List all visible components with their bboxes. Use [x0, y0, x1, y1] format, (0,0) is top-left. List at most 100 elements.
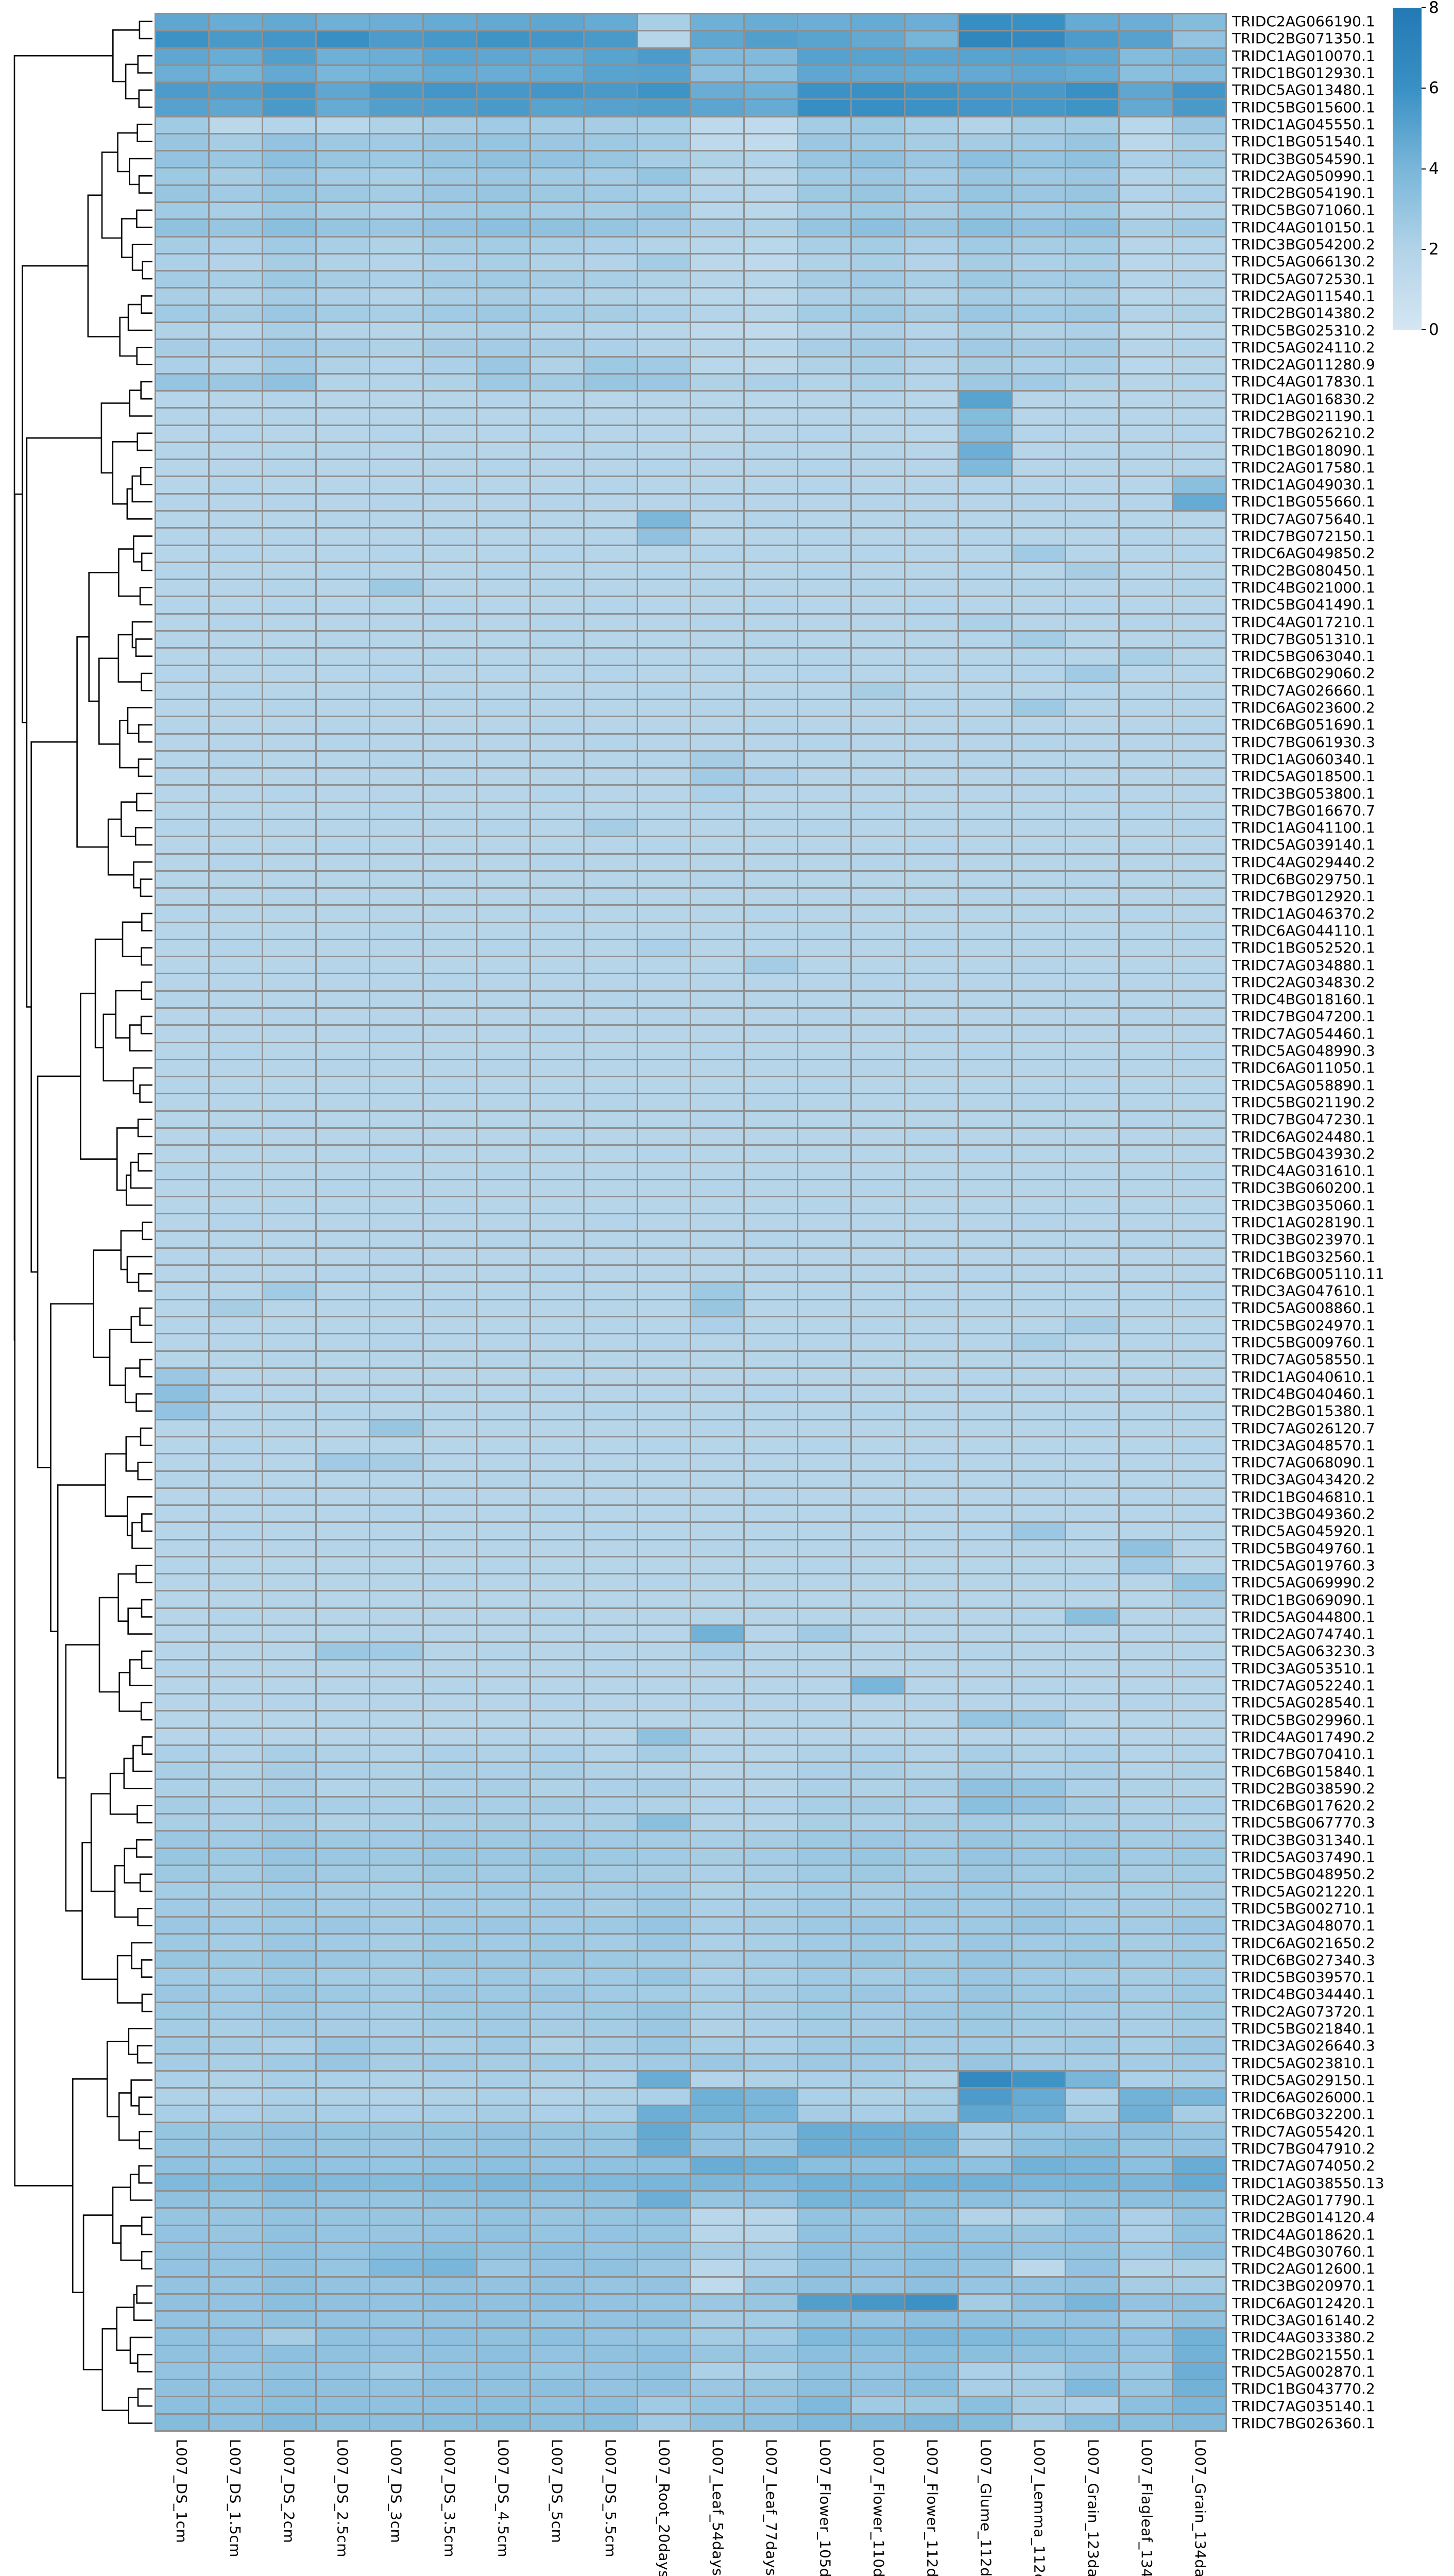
heatmap-cell [798, 2346, 851, 2362]
heatmap-cell [905, 2243, 958, 2259]
heatmap-cell [477, 1163, 529, 1179]
heatmap-cell [316, 1454, 369, 1470]
heatmap-cell [531, 1488, 583, 1505]
heatmap-cell [316, 700, 369, 716]
heatmap-cell [798, 769, 851, 785]
heatmap-cell [905, 2054, 958, 2071]
heatmap-cell [798, 2329, 851, 2345]
heatmap-cell [531, 117, 583, 133]
heatmap-cell [959, 666, 1012, 682]
heatmap-cell [905, 1009, 958, 1025]
heatmap-cell [798, 1351, 851, 1367]
heatmap-cell [1120, 1488, 1172, 1505]
heatmap-cell [638, 1815, 690, 1831]
row-label: TRIDC7AG026660.1 [1232, 682, 1375, 699]
heatmap-cell [1013, 1969, 1065, 1985]
heatmap-cell [959, 1111, 1012, 1127]
heatmap-cell [745, 1043, 797, 1059]
heatmap-cell [584, 117, 637, 133]
heatmap-cell [691, 2003, 744, 2019]
heatmap-cell [691, 1969, 744, 1985]
heatmap-cell [477, 1866, 529, 1882]
heatmap-cell [1173, 31, 1225, 47]
heatmap-cell [370, 871, 422, 888]
heatmap-cell [852, 580, 904, 596]
heatmap-cell [584, 871, 637, 888]
heatmap-cell [584, 1694, 637, 1710]
heatmap-cell [209, 272, 262, 287]
heatmap-cell [745, 1917, 797, 1933]
heatmap-cell [1120, 512, 1172, 528]
heatmap-cell [156, 2174, 208, 2191]
heatmap-cell [1173, 2380, 1225, 2396]
heatmap-cell [1120, 1420, 1172, 1436]
heatmap-cell [959, 220, 1012, 236]
heatmap-cell [852, 751, 904, 768]
heatmap-cell [1173, 1711, 1225, 1727]
heatmap-cell [852, 1694, 904, 1710]
heatmap-cell [691, 700, 744, 716]
heatmap-cell [423, 1231, 476, 1247]
heatmap-cell [959, 2003, 1012, 2019]
heatmap-cell [209, 563, 262, 579]
heatmap-cell [1120, 1351, 1172, 1367]
heatmap-cell [1173, 1283, 1225, 1299]
heatmap-cell [798, 1849, 851, 1865]
heatmap-cell [905, 409, 958, 425]
heatmap-cell [263, 65, 315, 82]
heatmap-cell [745, 837, 797, 853]
heatmap-cell [959, 1386, 1012, 1402]
heatmap-cell [959, 906, 1012, 922]
heatmap-cell [798, 2260, 851, 2276]
heatmap-cell [1066, 323, 1119, 339]
heatmap-cell [156, 1557, 208, 1573]
heatmap-cell [263, 1815, 315, 1831]
heatmap-cell [531, 906, 583, 922]
heatmap-cell [1173, 2209, 1225, 2225]
heatmap-cell [905, 2312, 958, 2328]
heatmap-cell [905, 974, 958, 990]
heatmap-cell [905, 100, 958, 116]
heatmap-cell [905, 151, 958, 167]
heatmap-cell [691, 2174, 744, 2191]
heatmap-cell [531, 1043, 583, 1059]
heatmap-cell [531, 2054, 583, 2071]
heatmap-cell [1173, 2157, 1225, 2173]
heatmap-cell [156, 2106, 208, 2122]
heatmap-cell [263, 786, 315, 802]
heatmap-cell [1013, 1934, 1065, 1951]
heatmap-cell [477, 683, 529, 699]
heatmap-cell [423, 2072, 476, 2088]
heatmap-cell [1173, 494, 1225, 511]
row-label: TRIDC6AG044110.1 [1232, 922, 1375, 939]
heatmap-cell [745, 2003, 797, 2019]
heatmap-cell [638, 323, 690, 339]
heatmap-cell [1173, 1866, 1225, 1882]
heatmap-cell [1173, 306, 1225, 321]
heatmap-cell [798, 991, 851, 1008]
heatmap-cell [263, 1643, 315, 1659]
heatmap-cell [209, 1300, 262, 1316]
heatmap-cell [1173, 631, 1225, 648]
heatmap-cell [1173, 1368, 1225, 1385]
heatmap-cell [531, 700, 583, 716]
heatmap-cell [370, 2174, 422, 2191]
heatmap-cell [1173, 1815, 1225, 1831]
heatmap-cell [316, 1608, 369, 1624]
heatmap-cell [370, 512, 422, 528]
heatmap-cell [156, 1832, 208, 1848]
heatmap-cell [638, 2140, 690, 2156]
heatmap-cell [209, 1403, 262, 1419]
heatmap-cell [1066, 2054, 1119, 2071]
heatmap-cell [1173, 1934, 1225, 1951]
heatmap-cell [798, 563, 851, 579]
heatmap-cell [959, 1557, 1012, 1573]
heatmap-cell [209, 1506, 262, 1522]
heatmap-cell [1173, 83, 1225, 99]
heatmap-cell [959, 2037, 1012, 2053]
heatmap-cell [1120, 666, 1172, 682]
heatmap-cell [798, 2226, 851, 2242]
row-label: TRIDC4AG033380.2 [1232, 2329, 1375, 2346]
heatmap-cell [209, 374, 262, 391]
heatmap-cell [852, 1283, 904, 1299]
